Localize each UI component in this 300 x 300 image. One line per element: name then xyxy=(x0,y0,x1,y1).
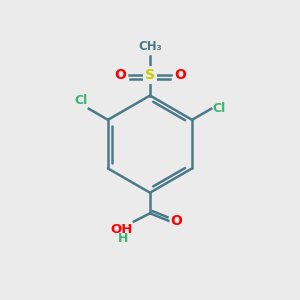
Text: Cl: Cl xyxy=(74,94,87,107)
Text: O: O xyxy=(171,214,182,228)
Text: OH: OH xyxy=(110,223,132,236)
Text: H: H xyxy=(118,232,129,245)
Text: CH₃: CH₃ xyxy=(138,40,162,53)
Text: S: S xyxy=(145,68,155,82)
Text: Cl: Cl xyxy=(213,102,226,115)
Text: O: O xyxy=(174,68,186,82)
Text: O: O xyxy=(114,68,126,82)
